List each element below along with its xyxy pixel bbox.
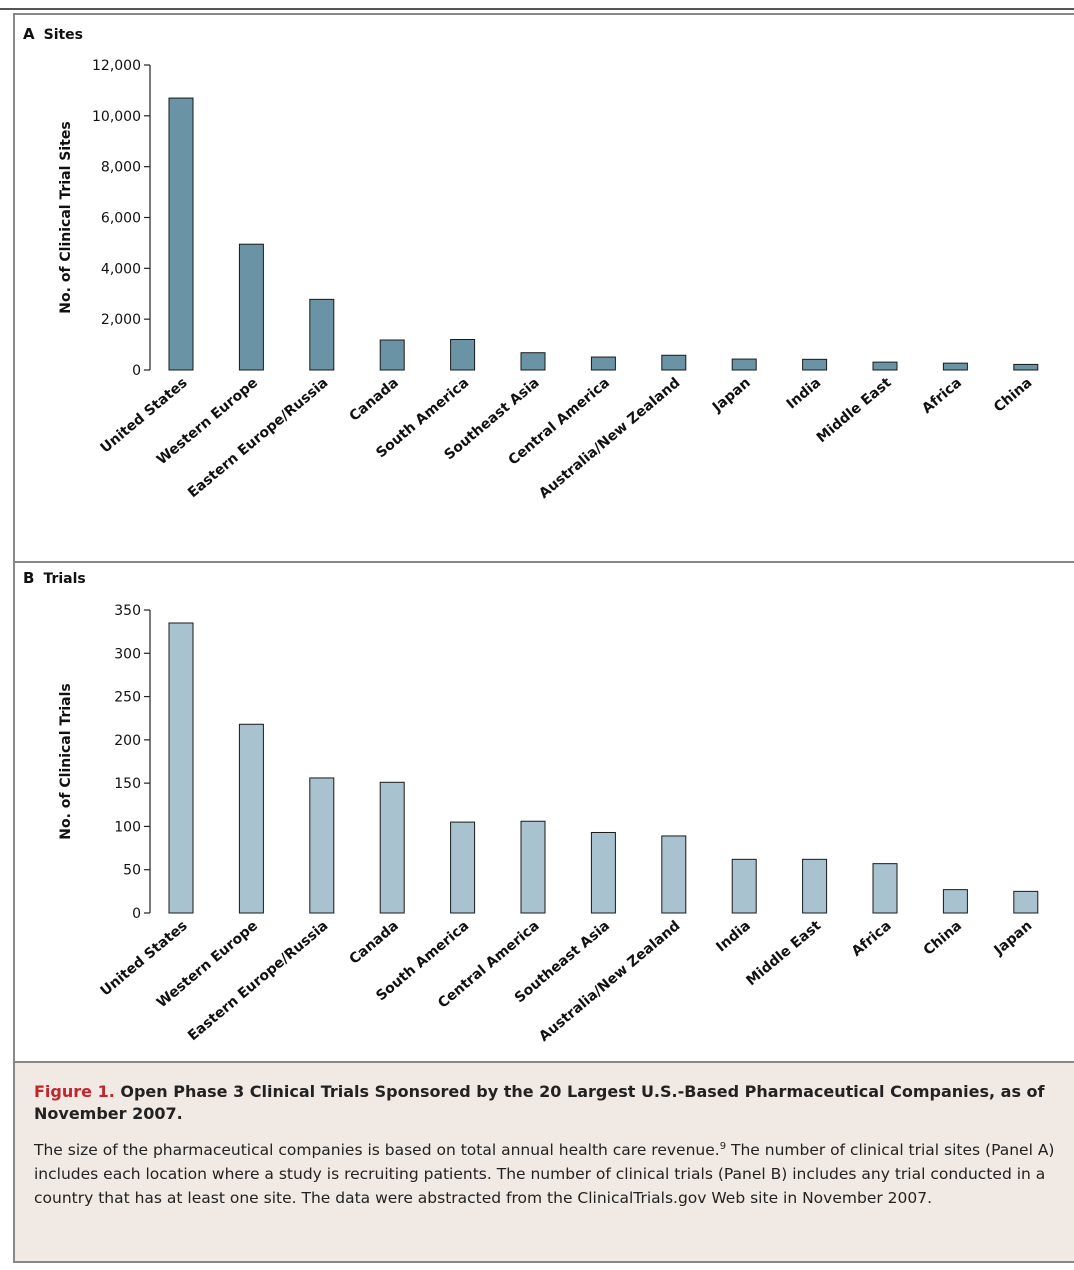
trials-x-label-africa: Africa [849, 918, 895, 960]
trials-bar-western-europe [238, 723, 264, 914]
trials-bar-japan [1013, 890, 1039, 914]
panel-a-label: A Sites [23, 25, 83, 43]
trials-x-label-japan: Japan [991, 918, 1036, 959]
panel-a-letter: A [23, 25, 35, 43]
sites-bar-united-states [168, 97, 194, 371]
sites-x-label-china: China [991, 375, 1035, 416]
panel-a: A Sites 0 2,000 4,000 6,000 8,000 10,000 12,000… [15, 15, 1074, 559]
panel-b: B Trials 0 50 100 150 200 250 300 350 No. of Clin… [15, 561, 1074, 1063]
trials-x-label-australia-new-zealand: Australia/New Zealand [536, 918, 683, 1045]
sites-y-tick-label: 2,000 [101, 312, 141, 328]
trials-y-tick-label: 150 [114, 776, 141, 792]
trials-y-tick-label: 50 [123, 863, 141, 879]
caption-body-end: The number of clinical trial sites (Pane… [34, 1141, 1055, 1208]
trials-bar-canada [379, 781, 405, 914]
trials-x-label-china: China [921, 918, 965, 959]
sites-bar-chart: 0 2,000 4,000 6,000 8,000 10,000 12,000 No. of … [58, 58, 1039, 502]
sites-y-tick-label: 4,000 [101, 261, 141, 277]
caption-body: The size of the pharmaceutical companies… [34, 1135, 1064, 1210]
sites-x-label-middle-east: Middle East [814, 375, 895, 447]
trials-bar-india [731, 858, 757, 914]
sites-y-tick-label: 0 [132, 363, 141, 379]
figure-caption: Figure 1. Open Phase 3 Clinical Trials S… [15, 1061, 1074, 1261]
trials-x-label-eastern-europe-russia: Eastern Europe/Russia [185, 918, 331, 1044]
sites-bar-australia-new-zealand [661, 354, 687, 371]
sites-x-label-australia-new-zealand: Australia/New Zealand [536, 375, 683, 502]
sites-bar-central-america [590, 356, 616, 371]
trials-bar-southeast-asia [590, 831, 616, 914]
sites-bar-japan [731, 358, 757, 371]
sites-x-label-japan: Japan [709, 375, 754, 416]
trials-bar-south-america [450, 821, 476, 914]
trials-y-tick-label: 250 [114, 690, 141, 706]
sites-y-tick-label: 8,000 [101, 160, 141, 176]
trials-y-tick-label: 350 [114, 603, 141, 619]
caption-title: Open Phase 3 Clinical Trials Sponsored b… [34, 1082, 1045, 1123]
sites-bar-middle-east [872, 361, 898, 371]
trials-bar-chart: 0 50 100 150 200 250 300 350 No. of Clinical Tri… [58, 603, 1039, 1045]
trials-bar-australia-new-zealand [661, 835, 687, 914]
trials-y-axis-title: No. of Clinical Trials [58, 683, 74, 839]
sites-y-tick-label: 12,000 [92, 58, 141, 74]
trials-bar-united-states [168, 622, 194, 914]
caption-reference: 9 [719, 1141, 727, 1152]
panel-b-letter: B [23, 569, 35, 587]
sites-bar-southeast-asia [520, 352, 546, 371]
trials-y-tick-label: 0 [132, 906, 141, 922]
sites-y-axis-title: No. of Clinical Trial Sites [58, 121, 74, 313]
trials-x-label-middle-east: Middle East [743, 918, 824, 990]
sites-bar-canada [379, 339, 405, 371]
caption-body-start: The size of the pharmaceutical companies… [34, 1141, 720, 1160]
panel-b-title: Trials [43, 571, 86, 587]
top-rule [0, 8, 1074, 10]
trials-bar-china [942, 889, 968, 914]
figure-label: Figure 1. [34, 1082, 115, 1101]
sites-y-tick-label: 6,000 [101, 211, 141, 227]
sites-bar-africa [942, 362, 968, 371]
sites-y-tick-label: 10,000 [92, 109, 141, 125]
trials-y-tick-label: 300 [114, 646, 141, 662]
trials-bar-central-america [520, 820, 546, 914]
sites-x-label-africa: Africa [919, 375, 965, 417]
panel-a-title: Sites [43, 27, 84, 43]
figure-frame [13, 13, 1074, 1263]
sites-bar-eastern-europe-russia [309, 298, 335, 371]
trials-bar-africa [872, 863, 898, 914]
sites-bar-china [1013, 363, 1039, 371]
trials-x-label-india: India [713, 918, 754, 956]
panel-b-label: B Trials [23, 569, 86, 587]
sites-x-label-eastern-europe-russia: Eastern Europe/Russia [185, 375, 331, 501]
trials-y-tick-label: 200 [114, 733, 141, 749]
trials-y-tick-label: 100 [114, 819, 141, 835]
sites-bar-western-europe [238, 243, 264, 371]
trials-bar-middle-east [802, 858, 828, 914]
sites-bar-south-america [450, 339, 476, 371]
sites-x-label-canada: Canada [347, 375, 402, 425]
sites-x-label-india: India [784, 375, 825, 413]
trials-x-label-canada: Canada [347, 918, 402, 968]
sites-bar-india [802, 358, 828, 371]
caption-title-line: Figure 1. Open Phase 3 Clinical Trials S… [34, 1081, 1064, 1125]
trials-bar-eastern-europe-russia [309, 777, 335, 914]
